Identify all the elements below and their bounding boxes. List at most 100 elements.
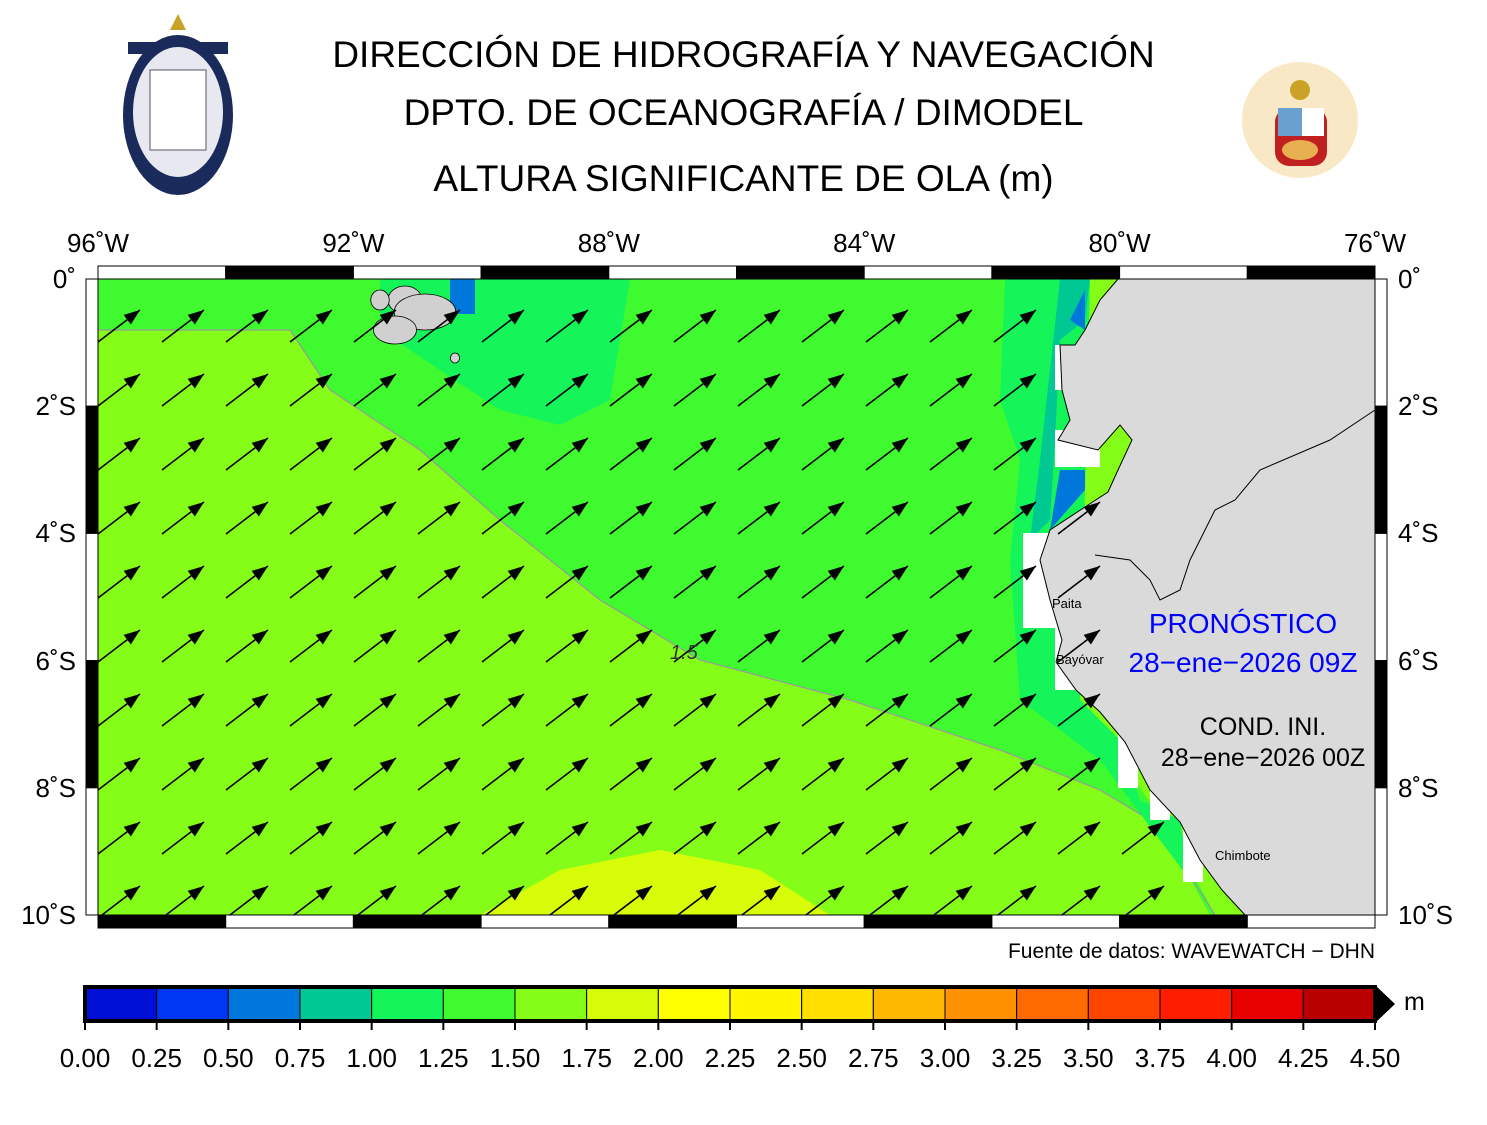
lat-tick-label-right: 2˚S	[1398, 391, 1439, 422]
wave-arrow-head	[187, 310, 204, 325]
frame-segment-right	[1374, 405, 1388, 534]
frame-segment-right	[1374, 278, 1388, 407]
wave-arrow-head	[955, 310, 972, 325]
contour-label: 1.5	[670, 642, 698, 664]
lat-tick-label-right: 6˚S	[1398, 645, 1439, 676]
colorbar-segment	[371, 986, 444, 1022]
wave-arrow-head	[315, 886, 332, 901]
frame-segment-top	[736, 265, 865, 280]
wave-zone-1p75-2p0	[480, 850, 830, 915]
wave-arrow-head	[251, 438, 268, 453]
wave-arrow-head	[827, 310, 844, 325]
wave-arrow-head	[507, 438, 524, 453]
wave-arrow-head	[1083, 502, 1100, 517]
wave-zone-0p75-1p0	[1030, 279, 1090, 540]
wave-arrow-head	[443, 502, 460, 517]
colorbar-extend-arrow	[1375, 985, 1395, 1023]
wave-arrow-head	[379, 310, 396, 325]
wave-arrow-head	[1019, 694, 1036, 709]
wave-arrow-head	[379, 694, 396, 709]
wave-arrow-head	[571, 886, 588, 901]
lat-tick-label-left: 4˚S	[35, 518, 76, 549]
wave-arrow-head	[1019, 438, 1036, 453]
wave-arrow-head	[827, 502, 844, 517]
colorbar-segment	[1159, 986, 1233, 1022]
colorbar-tick-label: 1.75	[561, 1043, 612, 1073]
wave-arrow-head	[315, 310, 332, 325]
wave-arrow-head	[443, 822, 460, 837]
colorbar-segment	[1231, 986, 1304, 1022]
wave-arrow-head	[251, 886, 268, 901]
lon-tick-label: 92˚W	[322, 228, 385, 258]
wave-arrow-head	[891, 310, 908, 325]
navy-logo	[1242, 62, 1358, 178]
wave-arrow-head	[1083, 630, 1100, 645]
colorbar-segment	[84, 986, 158, 1022]
wave-arrow-head	[955, 374, 972, 389]
colorbar-segment	[801, 986, 874, 1022]
title-line-2: DPTO. DE OCEANOGRAFÍA / DIMODEL	[403, 92, 1084, 133]
wave-arrow-head	[187, 566, 204, 581]
wave-arrow-head	[251, 694, 268, 709]
colorbar-segment	[872, 986, 946, 1022]
wave-arrow-head	[571, 630, 588, 645]
wave-arrow-head	[379, 822, 396, 837]
wave-arrow-head	[699, 630, 716, 645]
wave-arrow-head	[763, 566, 780, 581]
colorbar-tick-label: 4.50	[1349, 1043, 1401, 1073]
wave-arrow-head	[507, 566, 524, 581]
colorbar-tick-label: 3.00	[919, 1043, 971, 1073]
colorbar-tick-label: 3.75	[1134, 1043, 1186, 1073]
colorbar-segment	[1302, 986, 1376, 1022]
wave-arrow-head	[699, 822, 716, 837]
wave-arrow-head	[251, 502, 268, 517]
wave-arrow-head	[315, 758, 332, 773]
wave-arrow-head	[763, 502, 780, 517]
colorbar-tick-label: 0.75	[274, 1043, 326, 1073]
wave-arrow-head	[763, 438, 780, 453]
wave-arrow-head	[827, 822, 844, 837]
wave-arrow-head	[1083, 886, 1100, 901]
wave-arrow-head	[891, 566, 908, 581]
wave-arrow-head	[955, 758, 972, 773]
wave-arrow-head	[379, 438, 396, 453]
lat-tick-label-right: 8˚S	[1398, 772, 1439, 803]
wave-arrow-head	[379, 758, 396, 773]
wave-arrow-head	[123, 502, 140, 517]
lon-tick-label: 76˚W	[1343, 228, 1407, 258]
frame-segment-top	[608, 265, 737, 280]
wave-arrow-head	[699, 566, 716, 581]
place-paita: Paita	[1052, 596, 1082, 611]
wave-arrow-head	[251, 630, 268, 645]
wave-arrow-head	[955, 566, 972, 581]
colorbar-tick-label: 1.00	[346, 1043, 397, 1073]
frame-segment-left	[85, 787, 99, 916]
frame-segment-bottom	[608, 914, 737, 929]
wave-arrow-head	[187, 630, 204, 645]
wave-arrow-head	[827, 630, 844, 645]
colorbar-segment	[586, 986, 659, 1022]
wave-arrow-head	[443, 438, 460, 453]
colorbar-tick-label: 4.25	[1278, 1043, 1329, 1073]
frame-segment-bottom	[225, 914, 354, 929]
colorbar-tick-label: 0.50	[203, 1043, 254, 1073]
wave-arrow-head	[635, 822, 652, 837]
wave-arrow-head	[315, 822, 332, 837]
wave-arrow-head	[635, 566, 652, 581]
wave-arrow-head	[763, 374, 780, 389]
wave-arrow-head	[571, 438, 588, 453]
wave-arrow-head	[443, 758, 460, 773]
colorbar-tick-label: 3.25	[991, 1043, 1042, 1073]
place-chimbote: Chimbote	[1215, 848, 1271, 863]
frame-segment-right	[1374, 787, 1388, 916]
frame-segment-top	[97, 265, 227, 280]
galapagos-island	[373, 315, 417, 345]
colorbar-unit: m	[1404, 988, 1425, 1016]
wave-arrow-head	[571, 502, 588, 517]
frame-segment-top	[1119, 265, 1248, 280]
wave-arrow-head	[443, 630, 460, 645]
lat-tick-label-right: 10˚S	[1398, 900, 1453, 930]
wave-arrow-head	[827, 758, 844, 773]
data-source: Fuente de datos: WAVEWATCH − DHN	[1007, 940, 1375, 963]
colorbar-segment	[944, 986, 1018, 1022]
